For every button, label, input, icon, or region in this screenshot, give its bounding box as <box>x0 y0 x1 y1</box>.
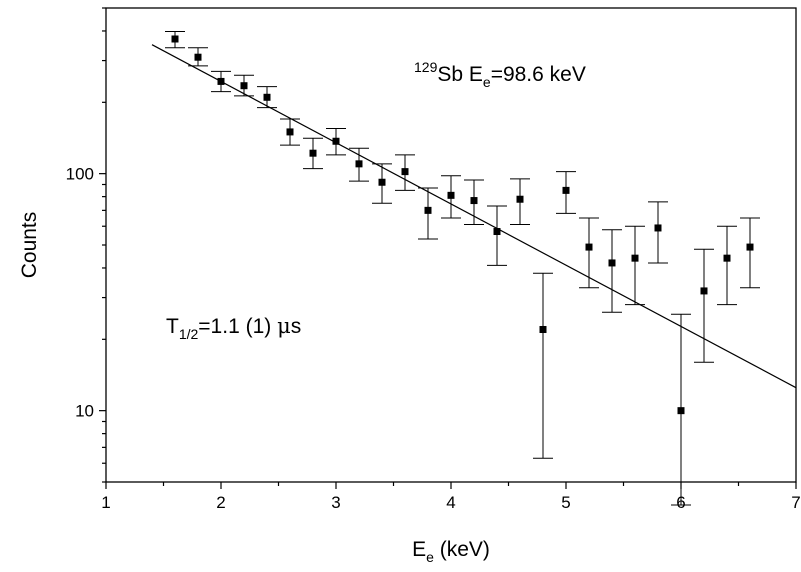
data-point <box>309 149 317 157</box>
data-point <box>332 137 340 145</box>
halflife-unit: s <box>291 315 302 338</box>
data-point <box>677 407 685 415</box>
isotope-sub: e <box>483 74 491 90</box>
data-point <box>171 35 179 43</box>
data-point <box>700 287 708 295</box>
x-axis-title-rest: (keV) <box>434 538 490 561</box>
x-tick-label: 1 <box>101 493 110 512</box>
data-point <box>493 228 501 236</box>
data-point <box>585 243 593 251</box>
x-tick-label: 5 <box>561 493 570 512</box>
y-tick-label: 10 <box>75 402 94 421</box>
x-tick-label: 7 <box>791 493 800 512</box>
data-point <box>217 77 225 85</box>
data-point <box>608 259 616 267</box>
data-points <box>171 35 754 415</box>
data-point <box>447 191 455 199</box>
data-point <box>424 206 432 214</box>
isotope-text: Sb E <box>437 63 483 86</box>
data-point <box>194 53 202 61</box>
x-axis-title-main: E <box>412 538 426 561</box>
data-point <box>631 254 639 262</box>
isotope-rest: =98.6 keV <box>491 63 586 86</box>
y-axis-ticks: 10 100 <box>66 7 106 483</box>
data-point <box>355 160 363 168</box>
data-point <box>562 186 570 194</box>
x-axis-title-sub: e <box>426 549 434 565</box>
halflife-rest: =1.1 (1) <box>198 315 277 338</box>
error-bars <box>165 30 760 506</box>
data-point <box>240 82 248 90</box>
x-axis-title: Ee (keV) <box>412 538 490 565</box>
data-point <box>286 128 294 136</box>
y-tick-label: 100 <box>66 165 94 184</box>
x-tick-label: 3 <box>331 493 340 512</box>
isotope-annotation: 129Sb Ee=98.6 keV <box>414 59 586 90</box>
data-point <box>470 197 478 205</box>
data-point <box>263 93 271 101</box>
data-point <box>654 224 662 232</box>
data-point <box>723 254 731 262</box>
y-axis-title: Counts <box>18 212 41 279</box>
isotope-mass: 129 <box>414 59 438 75</box>
data-point <box>539 326 547 334</box>
halflife-annotation: T1/2=1.1 (1) μs <box>166 314 301 342</box>
data-point <box>378 178 386 186</box>
halflife-main: T <box>166 315 179 338</box>
data-point <box>401 168 409 176</box>
halflife-sub: 1/2 <box>179 326 199 342</box>
x-tick-label: 2 <box>216 493 225 512</box>
x-tick-label: 4 <box>446 493 455 512</box>
halflife-mu: μ <box>277 314 291 338</box>
data-point <box>516 195 524 203</box>
data-point <box>746 243 754 251</box>
